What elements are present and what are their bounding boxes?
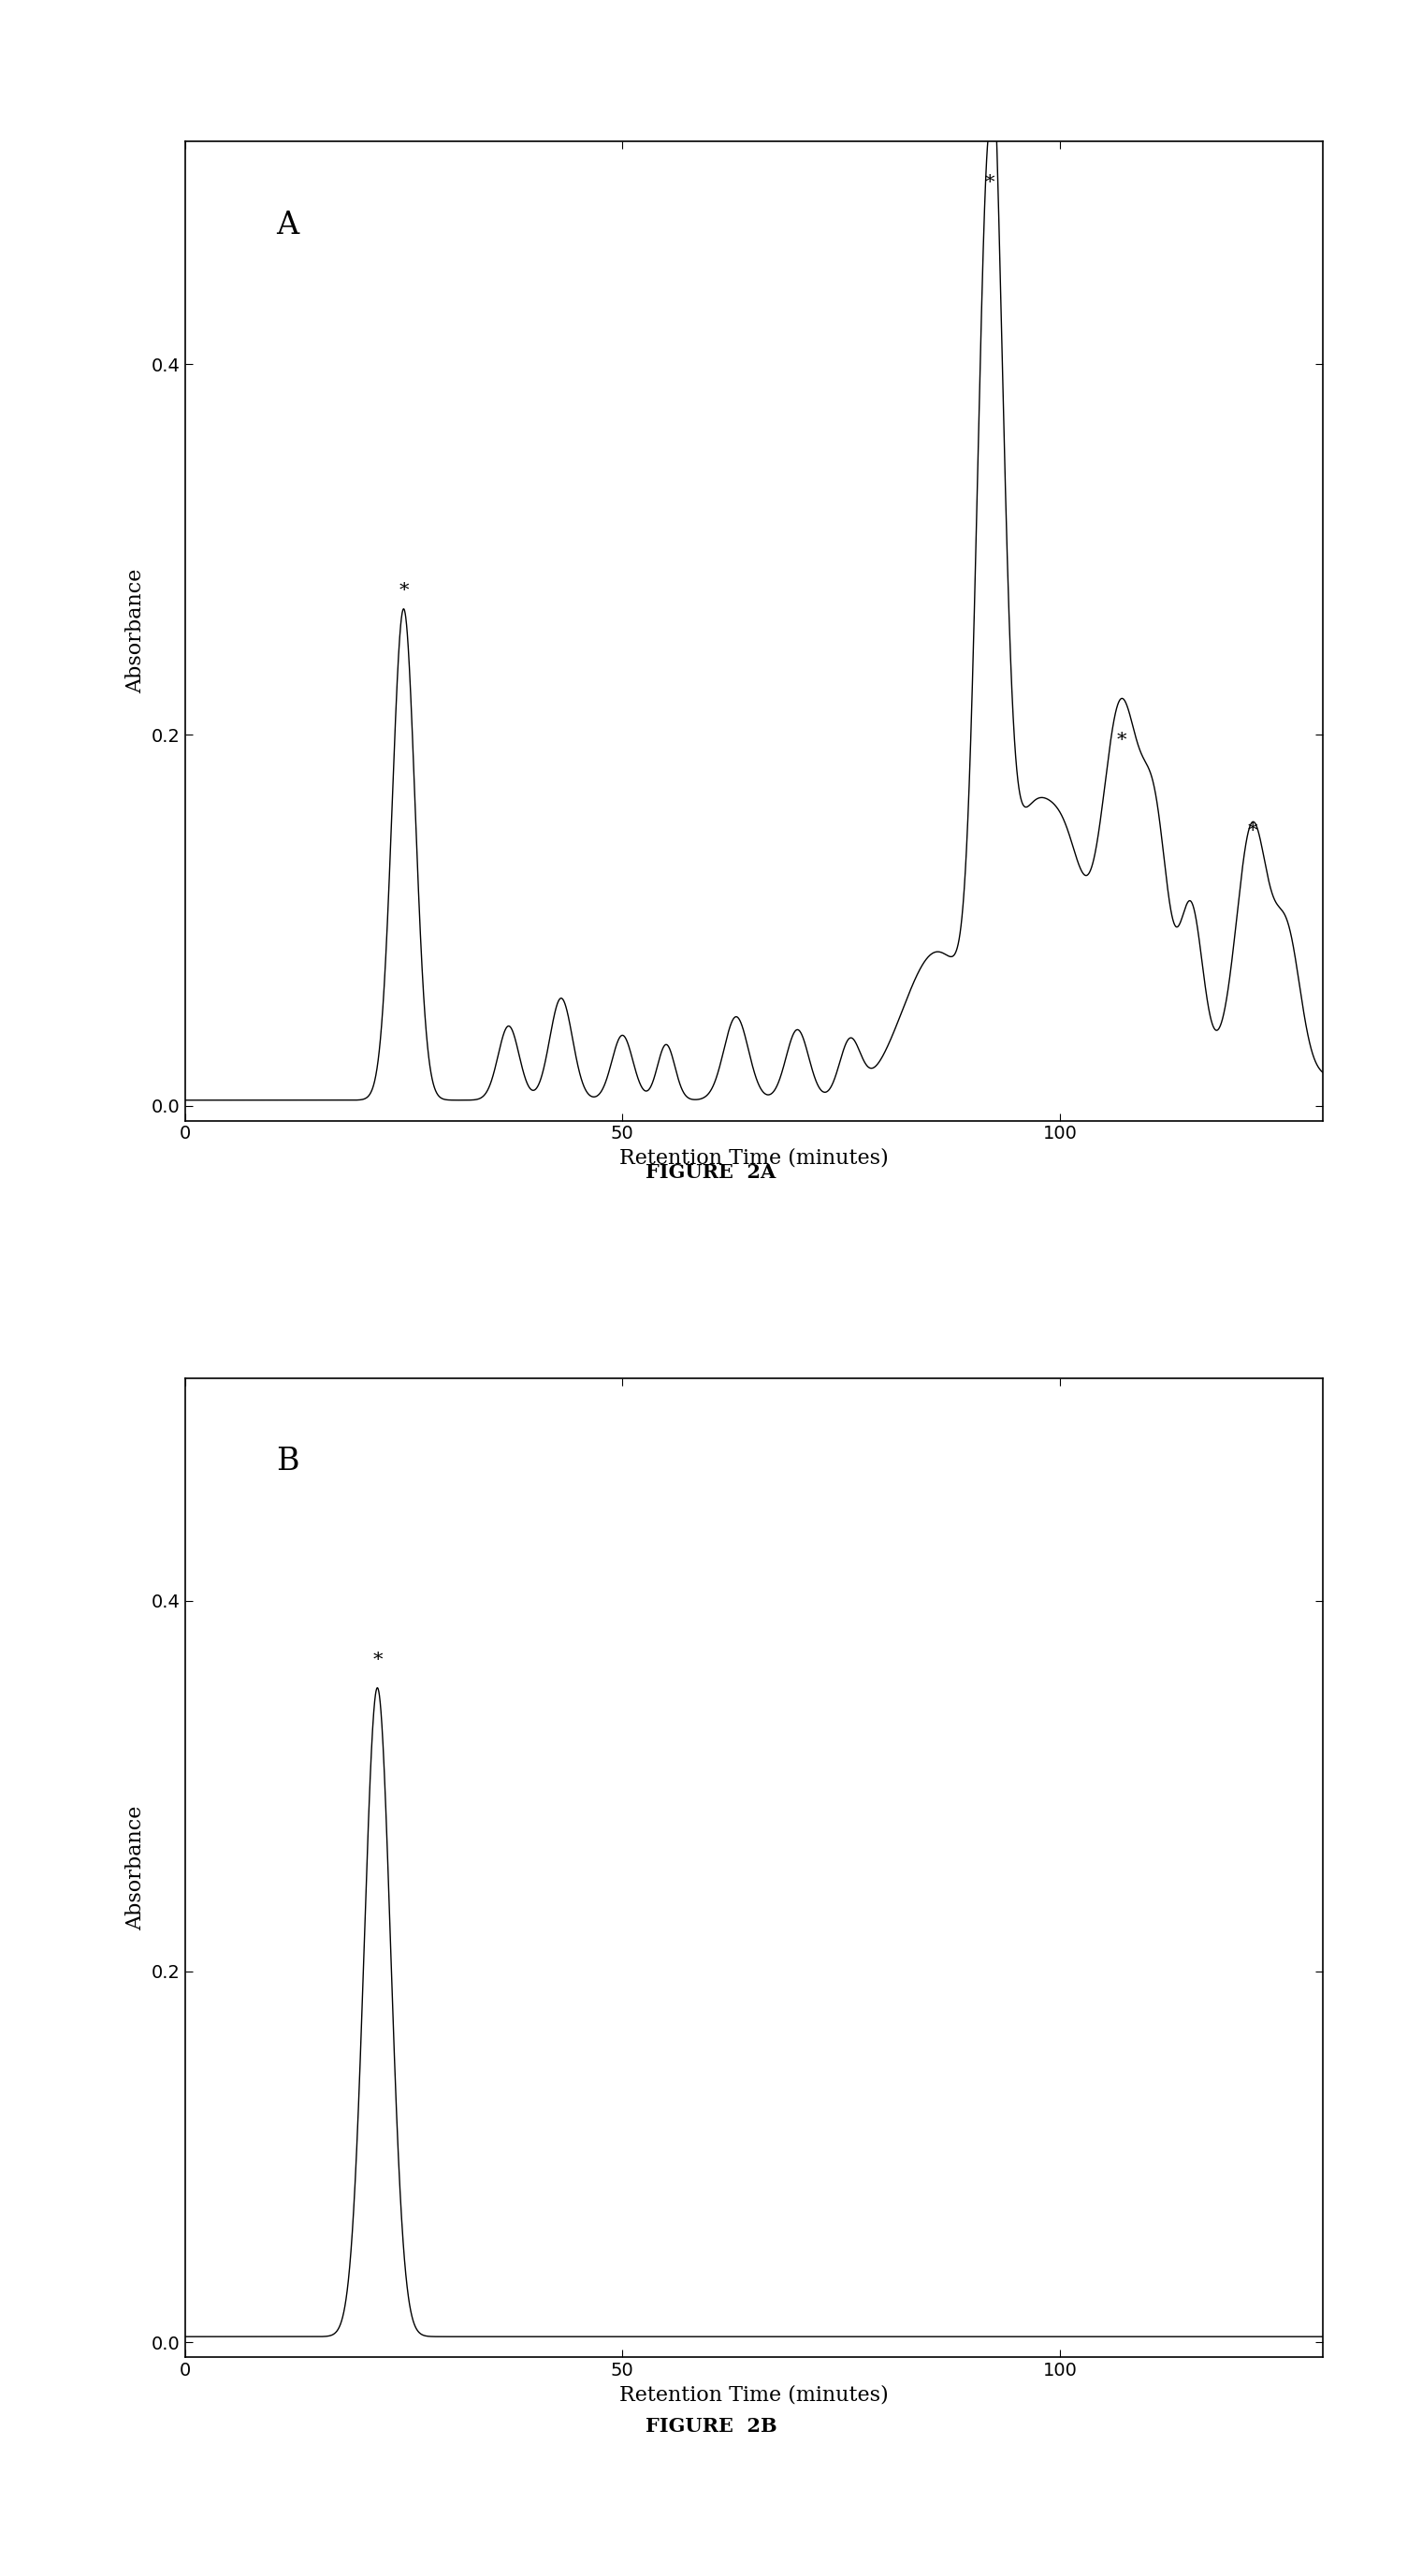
Text: *: *: [985, 175, 995, 191]
Text: FIGURE  2A: FIGURE 2A: [646, 1162, 776, 1182]
Text: *: *: [398, 582, 408, 600]
Text: FIGURE  2B: FIGURE 2B: [646, 2416, 776, 2437]
Y-axis label: Absorbance: Absorbance: [125, 1806, 146, 1929]
Text: A: A: [276, 211, 299, 240]
Text: *: *: [1247, 822, 1257, 840]
X-axis label: Retention Time (minutes): Retention Time (minutes): [619, 1149, 889, 1170]
Text: *: *: [1116, 732, 1126, 750]
Text: *: *: [373, 1651, 383, 1669]
X-axis label: Retention Time (minutes): Retention Time (minutes): [619, 2385, 889, 2406]
Y-axis label: Absorbance: Absorbance: [125, 569, 146, 693]
Text: B: B: [276, 1448, 299, 1476]
